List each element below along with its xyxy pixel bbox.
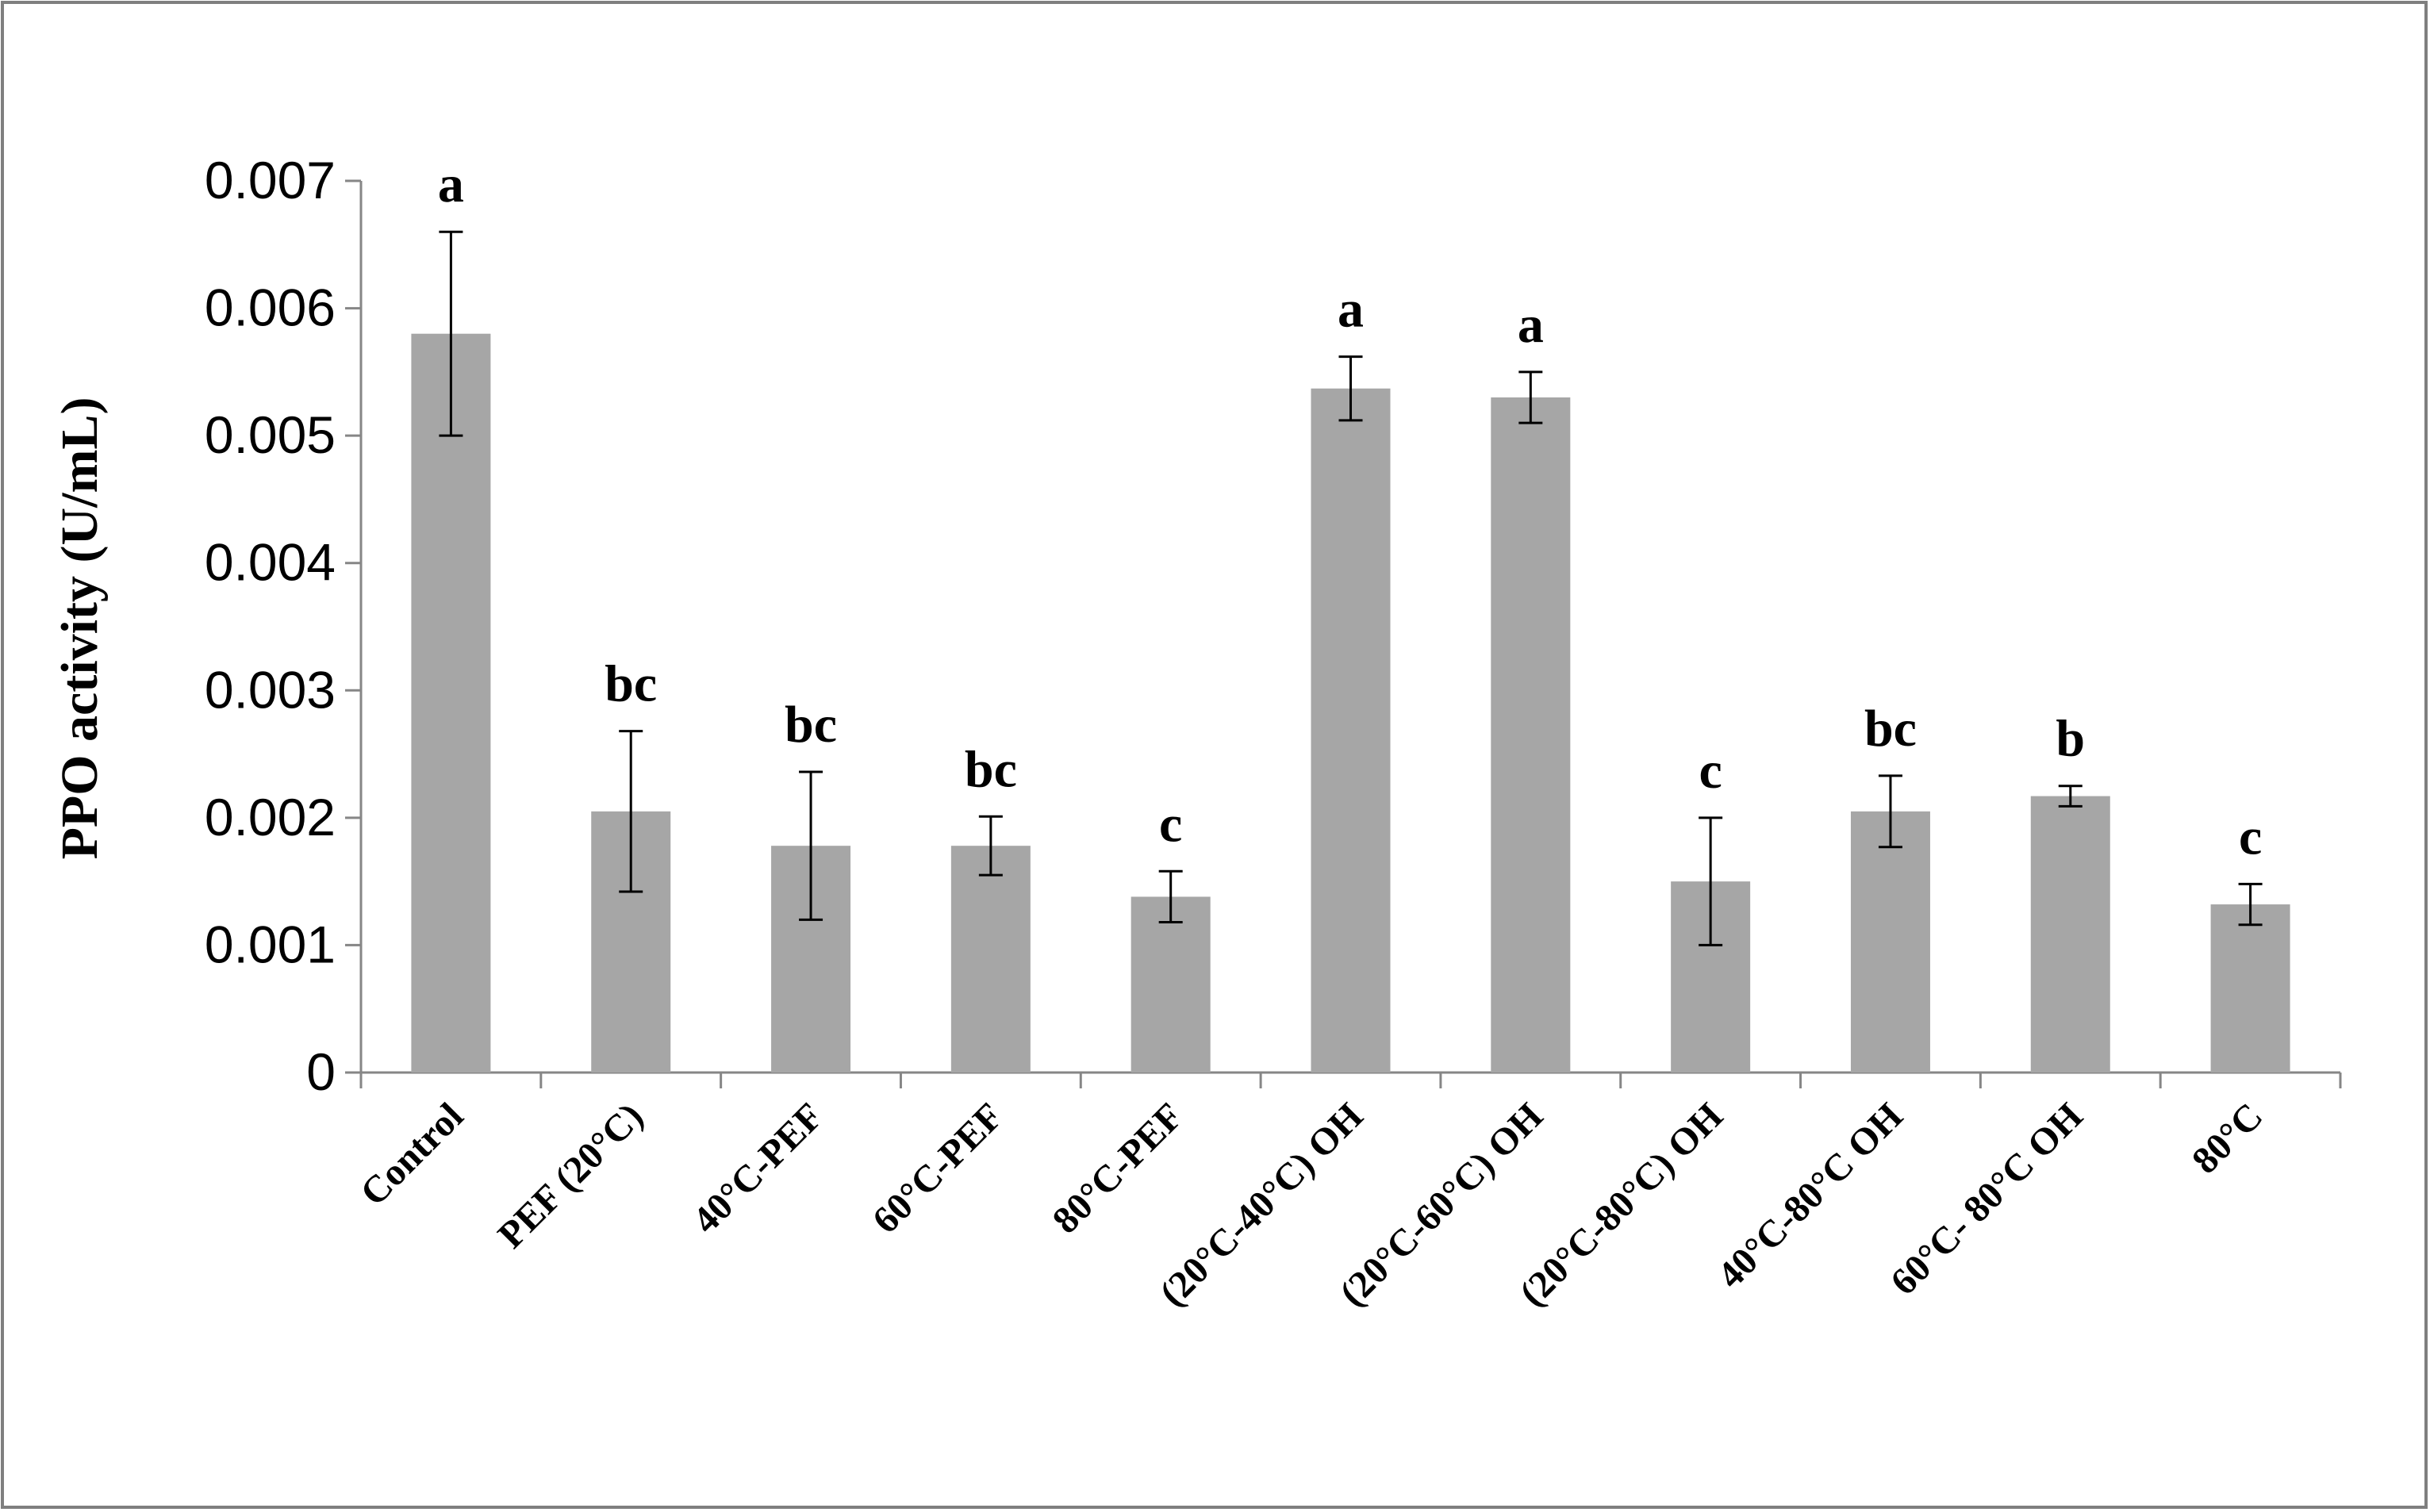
significance-label: c <box>1159 795 1182 853</box>
significance-label: a <box>1338 281 1364 339</box>
bar <box>950 846 1031 1073</box>
significance-label: a <box>438 155 464 213</box>
y-tick-label: 0.007 <box>205 151 336 209</box>
significance-label: bc <box>605 655 657 713</box>
significance-label: b <box>2056 710 2085 768</box>
bar <box>411 333 491 1073</box>
bar <box>1491 397 1571 1073</box>
significance-label: a <box>1518 296 1544 354</box>
significance-label: bc <box>1864 700 1917 758</box>
y-tick-label: 0.005 <box>205 405 336 464</box>
bar <box>1311 388 1391 1073</box>
y-tick-label: 0.002 <box>205 788 336 846</box>
significance-label: c <box>1699 742 1722 800</box>
y-tick-label: 0 <box>306 1042 336 1101</box>
y-tick-label: 0.006 <box>205 278 336 337</box>
bar <box>1131 896 1211 1073</box>
significance-label: bc <box>785 696 837 754</box>
y-tick-label: 0.004 <box>205 533 336 592</box>
significance-label: c <box>2239 808 2262 865</box>
bar <box>2030 796 2110 1073</box>
y-axis-label: PPO activity (U/mL) <box>51 397 109 860</box>
y-tick-label: 0.001 <box>205 915 336 973</box>
bar <box>1850 811 1930 1073</box>
bar <box>2210 904 2290 1073</box>
significance-label: bc <box>965 740 1017 798</box>
y-tick-label: 0.003 <box>205 660 336 719</box>
